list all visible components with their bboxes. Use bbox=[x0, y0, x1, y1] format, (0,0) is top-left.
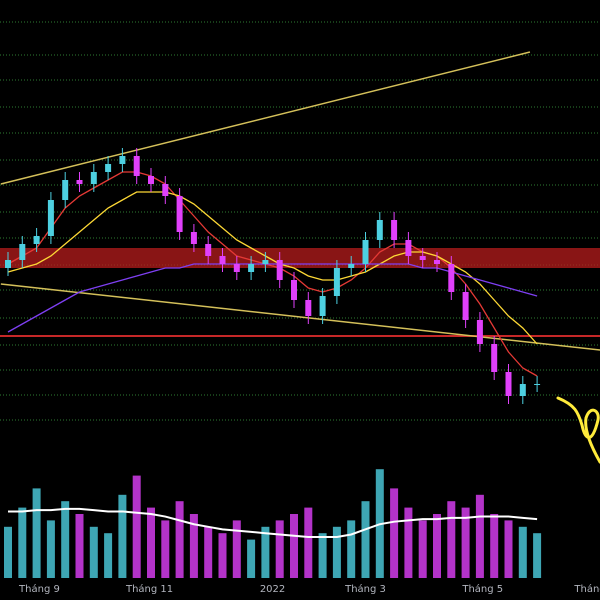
volume-bar bbox=[475, 494, 484, 578]
volume-bar bbox=[290, 514, 298, 578]
candle-body bbox=[176, 196, 183, 232]
candle-body bbox=[348, 264, 355, 268]
candle-body bbox=[333, 268, 340, 296]
volume-bar bbox=[504, 520, 513, 578]
trendline bbox=[0, 51, 531, 185]
volume-bar bbox=[433, 514, 441, 578]
x-tick-label: Tháng 5 bbox=[461, 583, 503, 595]
volume-bar bbox=[418, 520, 427, 578]
plot: Tháng 9 Tháng 11 2022 Tháng 3 Tháng 5 Tháng bbox=[0, 21, 600, 595]
candle-body bbox=[219, 256, 226, 264]
candle-body bbox=[76, 180, 83, 184]
volume-bar bbox=[304, 507, 313, 578]
candle-body bbox=[462, 292, 469, 320]
candle-body bbox=[105, 164, 112, 172]
candle-body bbox=[519, 384, 526, 396]
candle-body bbox=[205, 244, 212, 256]
volume-bar bbox=[18, 507, 27, 578]
volume-bar bbox=[490, 514, 499, 578]
candle-body bbox=[476, 320, 483, 344]
candle-body bbox=[505, 372, 512, 396]
volume-bar bbox=[361, 501, 370, 578]
volume-bar bbox=[347, 520, 356, 578]
volume-bar bbox=[175, 501, 184, 578]
candle-body bbox=[5, 260, 11, 268]
volume-bar bbox=[104, 533, 113, 578]
candle-body bbox=[47, 200, 54, 236]
x-tick-label: 2022 bbox=[260, 584, 285, 595]
candle-body bbox=[276, 260, 283, 280]
volume-bar bbox=[61, 501, 70, 578]
volume-bar bbox=[275, 520, 284, 578]
candle-body bbox=[305, 300, 312, 316]
candle-body bbox=[248, 264, 255, 272]
volume-bar bbox=[75, 514, 84, 578]
volume-bar bbox=[32, 488, 41, 578]
volume-bar bbox=[46, 520, 55, 578]
volume-bar bbox=[189, 514, 198, 578]
candle-body bbox=[376, 220, 383, 240]
x-tick-label: Tháng 3 bbox=[344, 583, 386, 595]
volume-bar bbox=[447, 501, 456, 578]
volume-bar bbox=[390, 488, 399, 578]
volume-bar bbox=[461, 507, 470, 578]
candle-body bbox=[233, 264, 240, 272]
candle-body bbox=[491, 344, 498, 372]
candle-body bbox=[190, 232, 197, 244]
candle-body bbox=[534, 384, 541, 385]
candle-body bbox=[319, 296, 326, 316]
candle-body bbox=[419, 256, 426, 260]
candle-body bbox=[119, 156, 126, 164]
candle-body bbox=[133, 156, 140, 176]
volume-bar bbox=[161, 520, 170, 578]
x-tick-label: Tháng 11 bbox=[125, 583, 173, 595]
volume-bar bbox=[89, 526, 98, 578]
candle-body bbox=[162, 184, 169, 196]
volume-bar bbox=[318, 533, 327, 578]
candle-body bbox=[291, 280, 297, 300]
candle-body bbox=[434, 260, 440, 264]
volume-bar bbox=[247, 539, 256, 578]
candle-body bbox=[33, 236, 40, 244]
volume-bar bbox=[261, 526, 270, 578]
volume-bar bbox=[132, 475, 141, 578]
volume-bar bbox=[404, 507, 413, 578]
candle-body bbox=[448, 264, 455, 292]
volume-bar bbox=[118, 494, 127, 578]
moving-average bbox=[7, 191, 538, 345]
volume-bar bbox=[232, 520, 241, 578]
candle-body bbox=[391, 220, 398, 240]
x-tick-label: Tháng bbox=[573, 583, 600, 595]
candle-body bbox=[262, 260, 269, 264]
candle-body bbox=[62, 180, 69, 200]
volume-bar bbox=[4, 526, 12, 578]
volume-bar bbox=[147, 507, 155, 578]
volume-bar bbox=[533, 533, 542, 578]
hand-drawn-annotation bbox=[556, 396, 600, 464]
candle-body bbox=[405, 240, 412, 256]
volume-bar bbox=[204, 526, 213, 578]
volume-bar bbox=[218, 533, 227, 578]
candle-body bbox=[362, 240, 369, 264]
volume-bar bbox=[332, 526, 341, 578]
volume-ma bbox=[8, 507, 538, 539]
volume-bar bbox=[518, 526, 527, 578]
candle-body bbox=[90, 172, 97, 184]
candle-body bbox=[148, 176, 154, 184]
candle-body bbox=[19, 244, 26, 260]
zone bbox=[0, 248, 600, 268]
x-tick-label: Tháng 9 bbox=[18, 583, 60, 595]
